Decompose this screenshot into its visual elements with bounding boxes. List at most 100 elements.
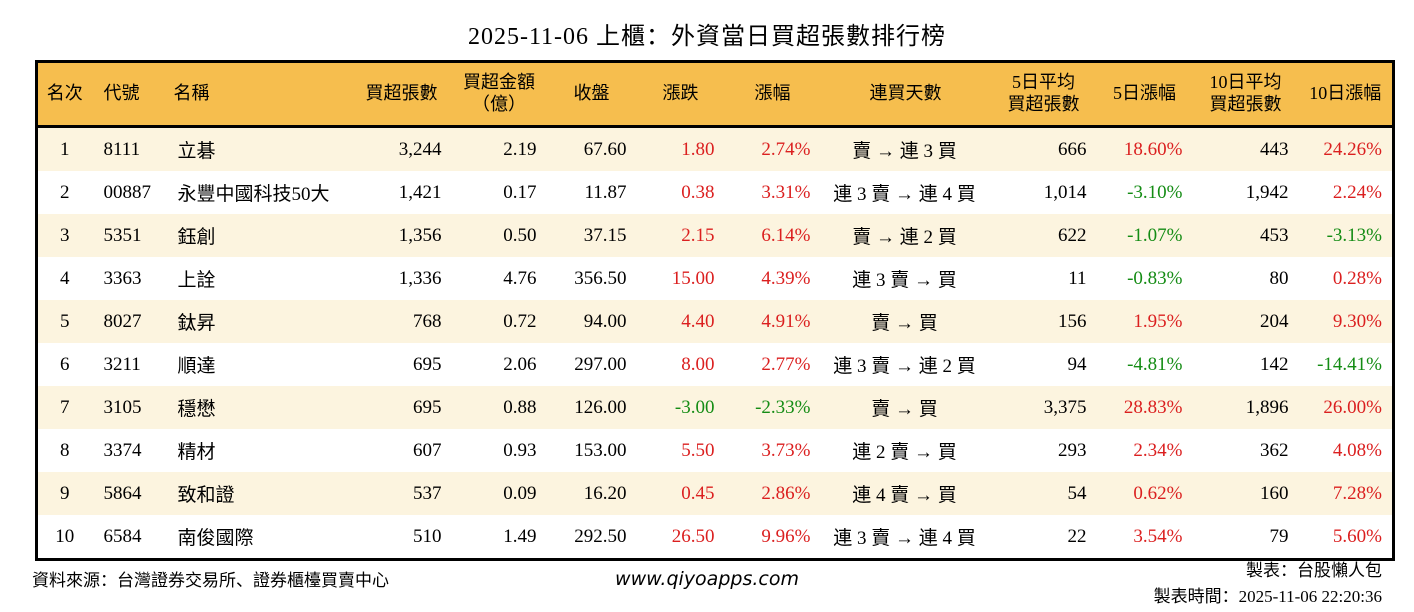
- cell-chg: 26.50: [671, 525, 715, 547]
- cell-avg10: 453: [1260, 224, 1289, 246]
- cell-close: 67.60: [583, 138, 627, 160]
- cell-close: 37.15: [583, 224, 627, 246]
- table-body: 1 8111 立碁 3,244 2.19 67.60 1.80 2.74% 賣 → 連 3 買 6…: [36, 126, 1394, 560]
- cell-code: 8111: [103, 138, 141, 160]
- cell-streak: 連 3 賣 → 買: [852, 270, 957, 291]
- cell-streak: 連 2 賣 → 買: [852, 442, 957, 463]
- cell-chg_pct: 4.91%: [761, 310, 811, 332]
- cell-chg_pct: 2.86%: [761, 482, 811, 504]
- cell-streak: 連 3 賣 → 連 4 買: [833, 528, 976, 549]
- cell-streak: 連 4 賣 → 買: [852, 485, 957, 506]
- cell-avg10: 1,896: [1245, 396, 1289, 418]
- cell-chg_pct: 4.39%: [761, 267, 811, 289]
- cell-amt: 0.17: [503, 181, 537, 203]
- cell-name: 永豐中國科技50大: [177, 184, 330, 205]
- cell-code: 3374: [103, 439, 142, 461]
- maker-note: 製表：台股懶人包 製表時間：2025-11-06 22:20:36: [1154, 558, 1382, 611]
- cell-avg5: 1,014: [1043, 181, 1087, 203]
- table-row: 8 3374 精材 607 0.93 153.00 5.50 3.73% 連 2 賣 → 買 29…: [36, 429, 1394, 472]
- cell-chg: 1.80: [681, 138, 715, 160]
- cell-pct10: -14.41%: [1317, 353, 1382, 375]
- cell-amt: 0.88: [503, 396, 537, 418]
- cell-rank: 5: [60, 310, 70, 332]
- cell-rank: 4: [60, 267, 70, 289]
- cell-streak: 賣 → 連 3 買: [852, 141, 957, 162]
- cell-rank: 1: [60, 138, 70, 160]
- cell-avg5: 3,375: [1043, 396, 1087, 418]
- cell-code: 8027: [103, 310, 142, 332]
- cell-avg10: 204: [1260, 310, 1289, 332]
- cell-chg_pct: 2.77%: [761, 353, 811, 375]
- cell-amt: 2.19: [503, 138, 537, 160]
- cell-chg: 5.50: [681, 439, 715, 461]
- table-row: 5 8027 鈦昇 768 0.72 94.00 4.40 4.91% 賣 → 買 156 1.95…: [36, 300, 1394, 343]
- header-pct5: 5日漲幅: [1096, 61, 1193, 128]
- cell-vol: 537: [413, 482, 442, 504]
- cell-avg5: 54: [1067, 482, 1087, 504]
- cell-rank: 7: [60, 396, 70, 418]
- cell-chg: 2.15: [681, 224, 715, 246]
- cell-pct10: 0.28%: [1332, 267, 1382, 289]
- cell-chg_pct: 2.74%: [761, 138, 811, 160]
- cell-vol: 607: [413, 439, 442, 461]
- cell-streak: 賣 → 連 2 買: [852, 227, 957, 248]
- cell-close: 356.50: [574, 267, 627, 289]
- cell-name: 順達: [177, 356, 216, 377]
- cell-chg: 4.40: [681, 310, 715, 332]
- cell-pct5: -4.81%: [1127, 353, 1183, 375]
- cell-name: 精材: [177, 442, 216, 463]
- cell-avg5: 22: [1067, 525, 1087, 547]
- cell-pct5: -0.83%: [1127, 267, 1183, 289]
- cell-code: 00887: [103, 181, 152, 203]
- cell-code: 5351: [103, 224, 142, 246]
- data-source-note: 資料來源：台灣證券交易所、證券櫃檯買賣中心: [32, 571, 389, 590]
- cell-vol: 768: [413, 310, 442, 332]
- cell-avg5: 666: [1058, 138, 1087, 160]
- cell-streak: 連 3 賣 → 連 4 買: [833, 184, 976, 205]
- cell-vol: 1,356: [398, 224, 442, 246]
- cell-close: 16.20: [583, 482, 627, 504]
- header-avg5: 5日平均 買超張數: [990, 61, 1097, 128]
- cell-amt: 4.76: [503, 267, 537, 289]
- table-row: 10 6584 南俊國際 510 1.49 292.50 26.50 9.96% 連 3 賣 →…: [36, 515, 1394, 560]
- cell-avg5: 293: [1058, 439, 1087, 461]
- cell-rank: 2: [60, 181, 70, 203]
- cell-close: 297.00: [574, 353, 627, 375]
- website-note: www.qiyoapps.com: [615, 568, 799, 590]
- cell-code: 6584: [103, 525, 142, 547]
- cell-chg_pct: 3.73%: [761, 439, 811, 461]
- cell-vol: 3,244: [398, 138, 442, 160]
- cell-code: 3211: [103, 353, 141, 375]
- cell-rank: 9: [60, 482, 70, 504]
- cell-chg_pct: 6.14%: [761, 224, 811, 246]
- table-row: 1 8111 立碁 3,244 2.19 67.60 1.80 2.74% 賣 → 連 3 買 6…: [36, 126, 1394, 171]
- ranking-table: 名次 代號 名稱 買超張數 買超金額 （億） 收盤 漲跌 漲幅 連買天數 5日平均 買超張數 5日漲…: [35, 60, 1395, 561]
- cell-amt: 0.09: [503, 482, 537, 504]
- header-close: 收盤: [546, 61, 637, 128]
- maker-line: 製表：台股懶人包: [1246, 561, 1382, 580]
- cell-rank: 6: [60, 353, 70, 375]
- cell-avg10: 142: [1260, 353, 1289, 375]
- cell-chg: -3.00: [674, 396, 715, 418]
- cell-close: 94.00: [583, 310, 627, 332]
- cell-amt: 1.49: [503, 525, 537, 547]
- cell-pct5: 28.83%: [1123, 396, 1183, 418]
- table-row: 2 00887 永豐中國科技50大 1,421 0.17 11.87 0.38 3.31% 連 …: [36, 171, 1394, 214]
- header-code: 代號: [91, 61, 170, 128]
- cell-avg10: 443: [1260, 138, 1289, 160]
- table-row: 7 3105 穩懋 695 0.88 126.00 -3.00 -2.33% 賣 → 買 3,37…: [36, 386, 1394, 429]
- cell-name: 穩懋: [177, 399, 216, 420]
- cell-chg: 15.00: [671, 267, 715, 289]
- cell-code: 3363: [103, 267, 142, 289]
- cell-close: 292.50: [574, 525, 627, 547]
- header-rank: 名次: [36, 61, 92, 128]
- cell-streak: 賣 → 買: [871, 399, 938, 420]
- table-row: 9 5864 致和證 537 0.09 16.20 0.45 2.86% 連 4 賣 → 買 54…: [36, 472, 1394, 515]
- cell-rank: 10: [55, 525, 75, 547]
- header-row: 名次 代號 名稱 買超張數 買超金額 （億） 收盤 漲跌 漲幅 連買天數 5日平均 買超張數 5日漲…: [36, 61, 1394, 128]
- cell-amt: 0.93: [503, 439, 537, 461]
- cell-avg10: 1,942: [1245, 181, 1289, 203]
- cell-pct10: -3.13%: [1326, 224, 1382, 246]
- cell-pct10: 9.30%: [1332, 310, 1382, 332]
- header-pct10: 10日漲幅: [1298, 61, 1394, 128]
